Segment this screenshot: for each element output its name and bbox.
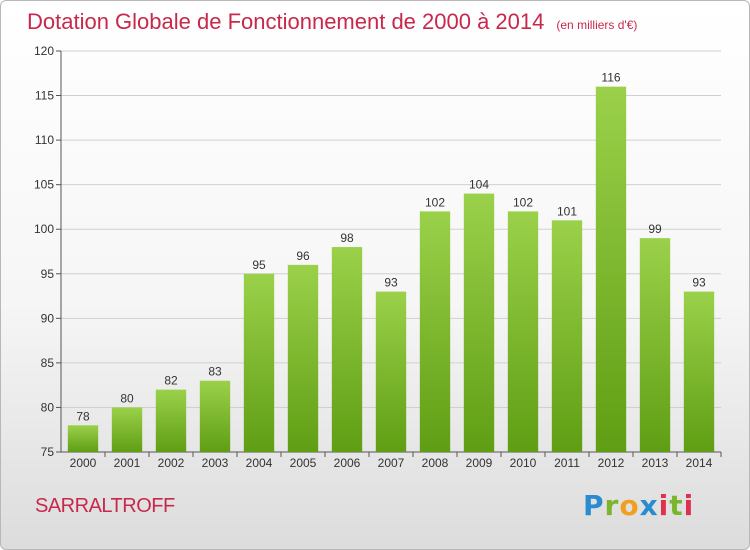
bar-2013 [639,238,671,452]
value-label: 95 [252,258,266,272]
y-tick-label: 120 [34,44,54,58]
chart-title-text: Dotation Globale de Fonctionnement de 20… [27,9,545,34]
bar-2008 [419,211,451,452]
y-tick-label: 110 [35,133,54,147]
bar-2012 [595,86,627,453]
proxiti-logo[interactable]: Proxiti [583,489,694,522]
bar-2014 [683,291,715,452]
x-tick-label: 2003 [202,456,229,470]
bar-2001 [111,407,143,452]
x-tick-label: 2014 [686,456,713,470]
x-tick-label: 2002 [158,456,185,470]
x-tick-label: 2009 [466,456,493,470]
bar-2010 [507,211,539,452]
bar-2009 [463,193,495,453]
value-label: 102 [425,195,445,209]
value-label: 78 [76,409,90,423]
value-label: 96 [296,249,310,263]
bar-2002 [155,389,187,452]
y-tick-label: 85 [41,356,55,370]
x-tick-label: 2008 [422,456,449,470]
x-tick-label: 2001 [114,456,141,470]
y-tick-label: 90 [41,311,55,325]
value-label: 93 [692,276,706,290]
value-label: 80 [120,391,134,405]
logo-letter: i [658,489,670,522]
y-tick-label: 100 [34,222,54,236]
x-tick-label: 2013 [642,456,669,470]
bar-2000 [67,425,99,452]
value-label: 102 [513,195,533,209]
logo-letter: i [683,489,695,522]
bar-2004 [243,273,275,452]
chart-unit-note: (en milliers d'€) [556,18,638,32]
bars [67,86,715,453]
x-tick-label: 2004 [246,456,273,470]
bar-2003 [199,380,231,452]
bar-2007 [375,291,407,452]
value-label: 104 [469,178,489,192]
value-label: 93 [384,276,398,290]
y-tick-label: 115 [35,89,54,103]
chart-title: Dotation Globale de Fonctionnement de 20… [27,9,637,35]
x-tick-label: 2012 [598,456,625,470]
x-tick-label: 2000 [70,456,97,470]
labels: 75 80 85 90 95 100 105 110 115 120 78 2000 80 2001 82 2… [34,44,713,470]
bar-2006 [331,247,363,452]
y-tick-label: 75 [41,445,55,459]
value-label: 98 [340,231,354,245]
logo-letter: r [604,489,620,522]
value-label: 83 [208,365,222,379]
y-tick-label: 105 [34,178,54,192]
x-tick-label: 2010 [510,456,537,470]
logo-letter: P [583,489,605,522]
value-label: 82 [164,374,178,388]
x-tick-label: 2007 [378,456,405,470]
value-label: 101 [557,204,577,218]
value-label: 116 [601,71,620,85]
y-tick-label: 95 [41,267,55,281]
y-tick-label: 80 [41,400,55,414]
logo-letter: o [619,489,640,522]
bar-2011 [551,220,583,452]
bar-2005 [287,264,319,452]
x-tick-label: 2005 [290,456,317,470]
commune-name: SARRALTROFF [35,495,175,517]
x-tick-label: 2006 [334,456,361,470]
logo-letter: t [669,489,684,522]
value-label: 99 [648,222,662,236]
logo-letter: x [639,489,659,522]
x-tick-label: 2011 [554,456,580,470]
